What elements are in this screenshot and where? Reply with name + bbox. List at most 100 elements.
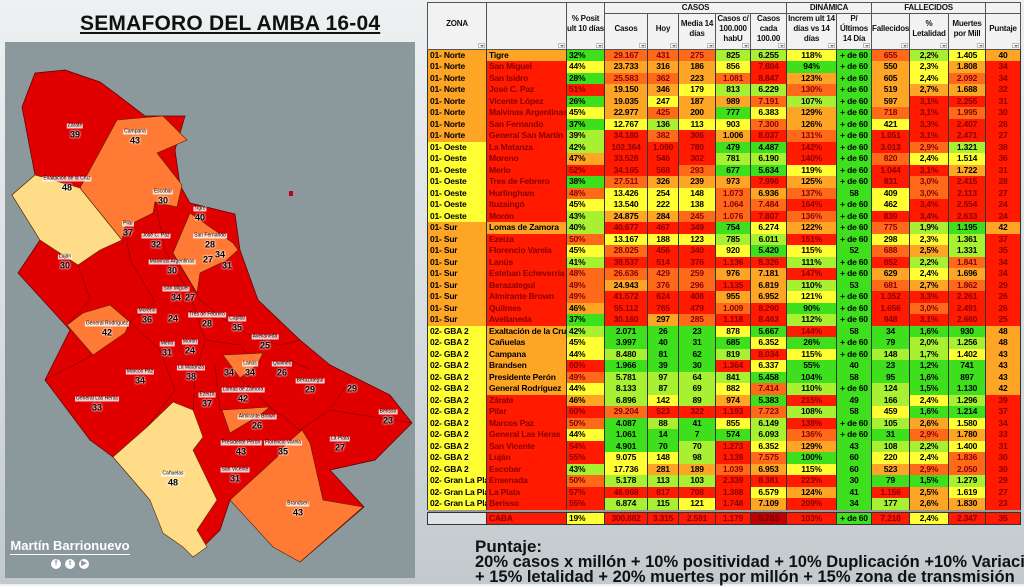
col-header-puntaje[interactable]: Puntaje [985,13,1022,50]
amba-map: Zárate 39 Campana 43 Exaltación de la Cruz 48… [5,42,415,578]
filter-dropdown-icon[interactable] [707,43,714,48]
map-region-canuelas [112,401,218,558]
col-header-fallecidos[interactable]: Fallecidos [871,13,911,50]
table-row: 01- Norte Vicente López 26% 19.035 247 187 989… [427,95,1022,107]
filter-dropdown-icon[interactable] [558,43,565,48]
cell-municipio: San Isidro [486,72,567,84]
scoring-footer: Puntaje: 20% casos x millón + 10% positi… [475,538,1024,586]
cell-letalidad: 1,6% [909,325,950,337]
filter-dropdown-icon[interactable] [639,43,646,48]
cell-hoy: 14 [647,429,679,441]
cell-casos-cada-100k: 7.484 [749,199,788,211]
cell-letalidad: 2,2% [909,440,950,452]
cell-muertes-mill: 2.050 [948,463,987,475]
filter-dropdown-icon[interactable] [940,43,948,48]
cell-casos: 26.636 [604,268,648,280]
cell-hoy: 81 [647,348,679,360]
cell-p-ultimos-14: + de 60 [836,95,873,107]
cell-puntaje: 38 [985,141,1022,153]
cell-municipio: Almirante Brown [486,291,567,303]
semaforo-table: ZONA % Posit ult 10 días CASOS DINÁMICA … [427,2,1022,525]
cell-puntaje: 31 [985,440,1022,452]
filter-dropdown-icon[interactable] [977,43,985,48]
facebook-icon[interactable]: f [51,559,61,569]
cell-fallecidos: 95 [871,371,911,383]
filter-dropdown-icon[interactable] [778,43,786,48]
group-header-fallecidos: FALLECIDOS [871,2,987,14]
cell-p-ultimos-14: + de 60 [836,417,873,429]
filter-dropdown-icon[interactable] [828,43,836,48]
cell-media-14: 275 [678,49,716,61]
table-row: 01- Sur Quilmes 46% 55.112 765 479 1.009 8.290 9… [427,302,1022,314]
cell-muertes-mill: 1.195 [948,222,987,234]
filter-dropdown-icon[interactable] [1012,43,1020,48]
cell-muertes-mill: 1.405 [948,49,987,61]
cell-zona: 02- Gran La Plata [427,486,487,498]
cell-casos-cada-100k: 6.337 [749,360,788,372]
col-header-zona[interactable]: ZONA [427,2,487,50]
cell-casos-100k: 819 [715,348,751,360]
youtube-icon[interactable]: ▶ [79,559,89,569]
cell-posit: 26% [566,95,605,107]
header-label: Media 14 días [680,19,714,38]
cell-hoy: 467 [647,222,679,234]
cell-letalidad: 3,0% [909,176,950,188]
cell-casos-cada-100k: 7.181 [749,268,788,280]
col-header-muertes-mill[interactable]: Muertes por Mill [948,13,987,50]
col-header-municipio[interactable] [486,2,567,50]
col-header-posit[interactable]: % Posit ult 10 días [566,2,605,50]
cell-posit: 54% [566,440,605,452]
cell-p-ultimos-14: + de 60 [836,210,873,222]
col-header-casos[interactable]: Casos [604,13,648,50]
cell-casos-100k: 2.339 [715,475,751,487]
cell-casos: 6.896 [604,394,648,406]
cell-posit: 45% [566,199,605,211]
cell-zona: 01- Norte [427,95,487,107]
cell-casos-cada-100k: 7.109 [749,498,788,510]
cell-p-ultimos-14: 58 [836,325,873,337]
col-header-letalidad[interactable]: % Letalidad [909,13,950,50]
cell-posit: 28% [566,72,605,84]
cell-municipio: Tigre [486,49,567,61]
map-region-base [11,69,413,563]
header-label: Hoy [655,24,671,33]
cell-casos-cada-100k: 7.807 [749,210,788,222]
cell-letalidad: 3,1% [909,130,950,142]
filter-dropdown-icon[interactable] [863,43,871,48]
filter-dropdown-icon[interactable] [742,43,749,48]
cell-puntaje: 48 [985,337,1022,349]
cell-casos-100k: 878 [715,325,751,337]
filter-dropdown-icon[interactable] [478,43,485,48]
cell-hoy: 456 [647,245,679,257]
cell-hoy: 113 [647,475,679,487]
col-header-hoy[interactable]: Hoy [647,13,679,50]
filter-dropdown-icon[interactable] [901,43,909,48]
col-header-casos-100k[interactable]: Casos c/ 100.000 habU [715,13,751,50]
cell-casos-100k: 1.081 [715,72,751,84]
cell-increm-14: 147% [786,268,838,280]
twitter-icon[interactable]: t [65,559,75,569]
cell-puntaje: 30 [985,463,1022,475]
table-row: 02- GBA 2 Campana 44% 8.480 81 62 819 8.034 115%… [427,348,1022,360]
cell-p-ultimos-14: + de 60 [836,512,873,525]
cell-posit: 48% [566,187,605,199]
filter-dropdown-icon[interactable] [670,43,677,48]
cell-zona: 01- Norte [427,49,487,61]
cell-casos: 55.112 [604,302,648,314]
cell-media-14: 98 [678,452,716,464]
col-header-increm-14[interactable]: Increm ult 14 días vs 14 días [786,13,838,50]
cell-municipio: Ituzaingó [486,199,567,211]
cell-hoy: 142 [647,394,679,406]
col-header-p-ultimos-14[interactable]: P/ Últimos 14 Día [836,13,873,50]
cell-increm-14: 90% [786,302,838,314]
col-header-casos-cada-100k[interactable]: Casos cada 100.00 [749,13,788,50]
filter-dropdown-icon[interactable] [596,43,603,48]
cell-municipio: Escobar [486,463,567,475]
table-row: 01- Norte San Isidro 28% 25.583 362 223 1.081 8… [427,72,1022,84]
cell-media-14: 186 [678,61,716,73]
cell-letalidad: 1,9% [909,222,950,234]
cell-zona: 02- GBA 2 [427,337,487,349]
cell-letalidad: 2,4% [909,452,950,464]
col-header-media-14[interactable]: Media 14 días [678,13,716,50]
cell-casos-100k: 841 [715,371,751,383]
